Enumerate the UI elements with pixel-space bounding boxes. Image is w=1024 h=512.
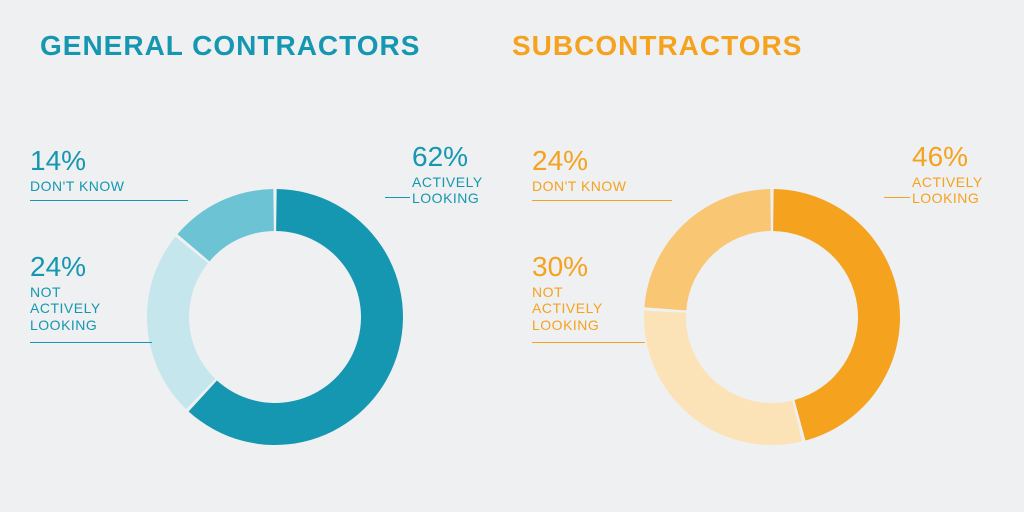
panel-title-sub: SUBCONTRACTORS [512,30,984,62]
donut-segment [147,237,215,409]
chart-label: 62%ACTIVELYLOOKING [412,140,483,207]
leader-line [30,342,152,343]
label-pct: 62% [412,140,483,174]
leader-line [532,200,672,201]
label-text: ACTIVELY [412,174,483,191]
leader-line [884,197,910,198]
panel-title-gc: GENERAL CONTRACTORS [40,30,512,62]
chart-area-sub: 46%ACTIVELYLOOKING30%NOTACTIVELYLOOKING2… [512,62,984,482]
label-pct: 46% [912,140,983,174]
label-pct: 24% [532,144,627,178]
label-text: DON'T KNOW [30,178,125,195]
label-text: NOT [30,284,101,301]
leader-line [30,200,188,201]
chart-label: 14%DON'T KNOW [30,144,125,194]
leader-line [532,342,645,343]
label-pct: 30% [532,250,603,284]
label-text: DON'T KNOW [532,178,627,195]
label-text: LOOKING [412,190,483,207]
subcontractors-panel: SUBCONTRACTORS 46%ACTIVELYLOOKING30%NOTA… [512,30,984,492]
label-text: ACTIVELY [532,300,603,317]
label-text: LOOKING [30,317,101,334]
chart-label: 30%NOTACTIVELYLOOKING [532,250,603,334]
leader-line [385,197,410,198]
chart-label: 24%NOTACTIVELYLOOKING [30,250,101,334]
general-contractors-panel: GENERAL CONTRACTORS 62%ACTIVELYLOOKING24… [40,30,512,492]
label-text: ACTIVELY [30,300,101,317]
chart-label: 24%DON'T KNOW [532,144,627,194]
donut-chart [145,187,405,447]
donut-chart [642,187,902,447]
chart-area-gc: 62%ACTIVELYLOOKING24%NOTACTIVELYLOOKING1… [40,62,512,482]
label-text: NOT [532,284,603,301]
donut-segment [644,189,771,310]
label-text: LOOKING [912,190,983,207]
chart-label: 46%ACTIVELYLOOKING [912,140,983,207]
label-text: LOOKING [532,317,603,334]
label-pct: 24% [30,250,101,284]
label-text: ACTIVELY [912,174,983,191]
label-pct: 14% [30,144,125,178]
donut-segment [644,311,802,445]
